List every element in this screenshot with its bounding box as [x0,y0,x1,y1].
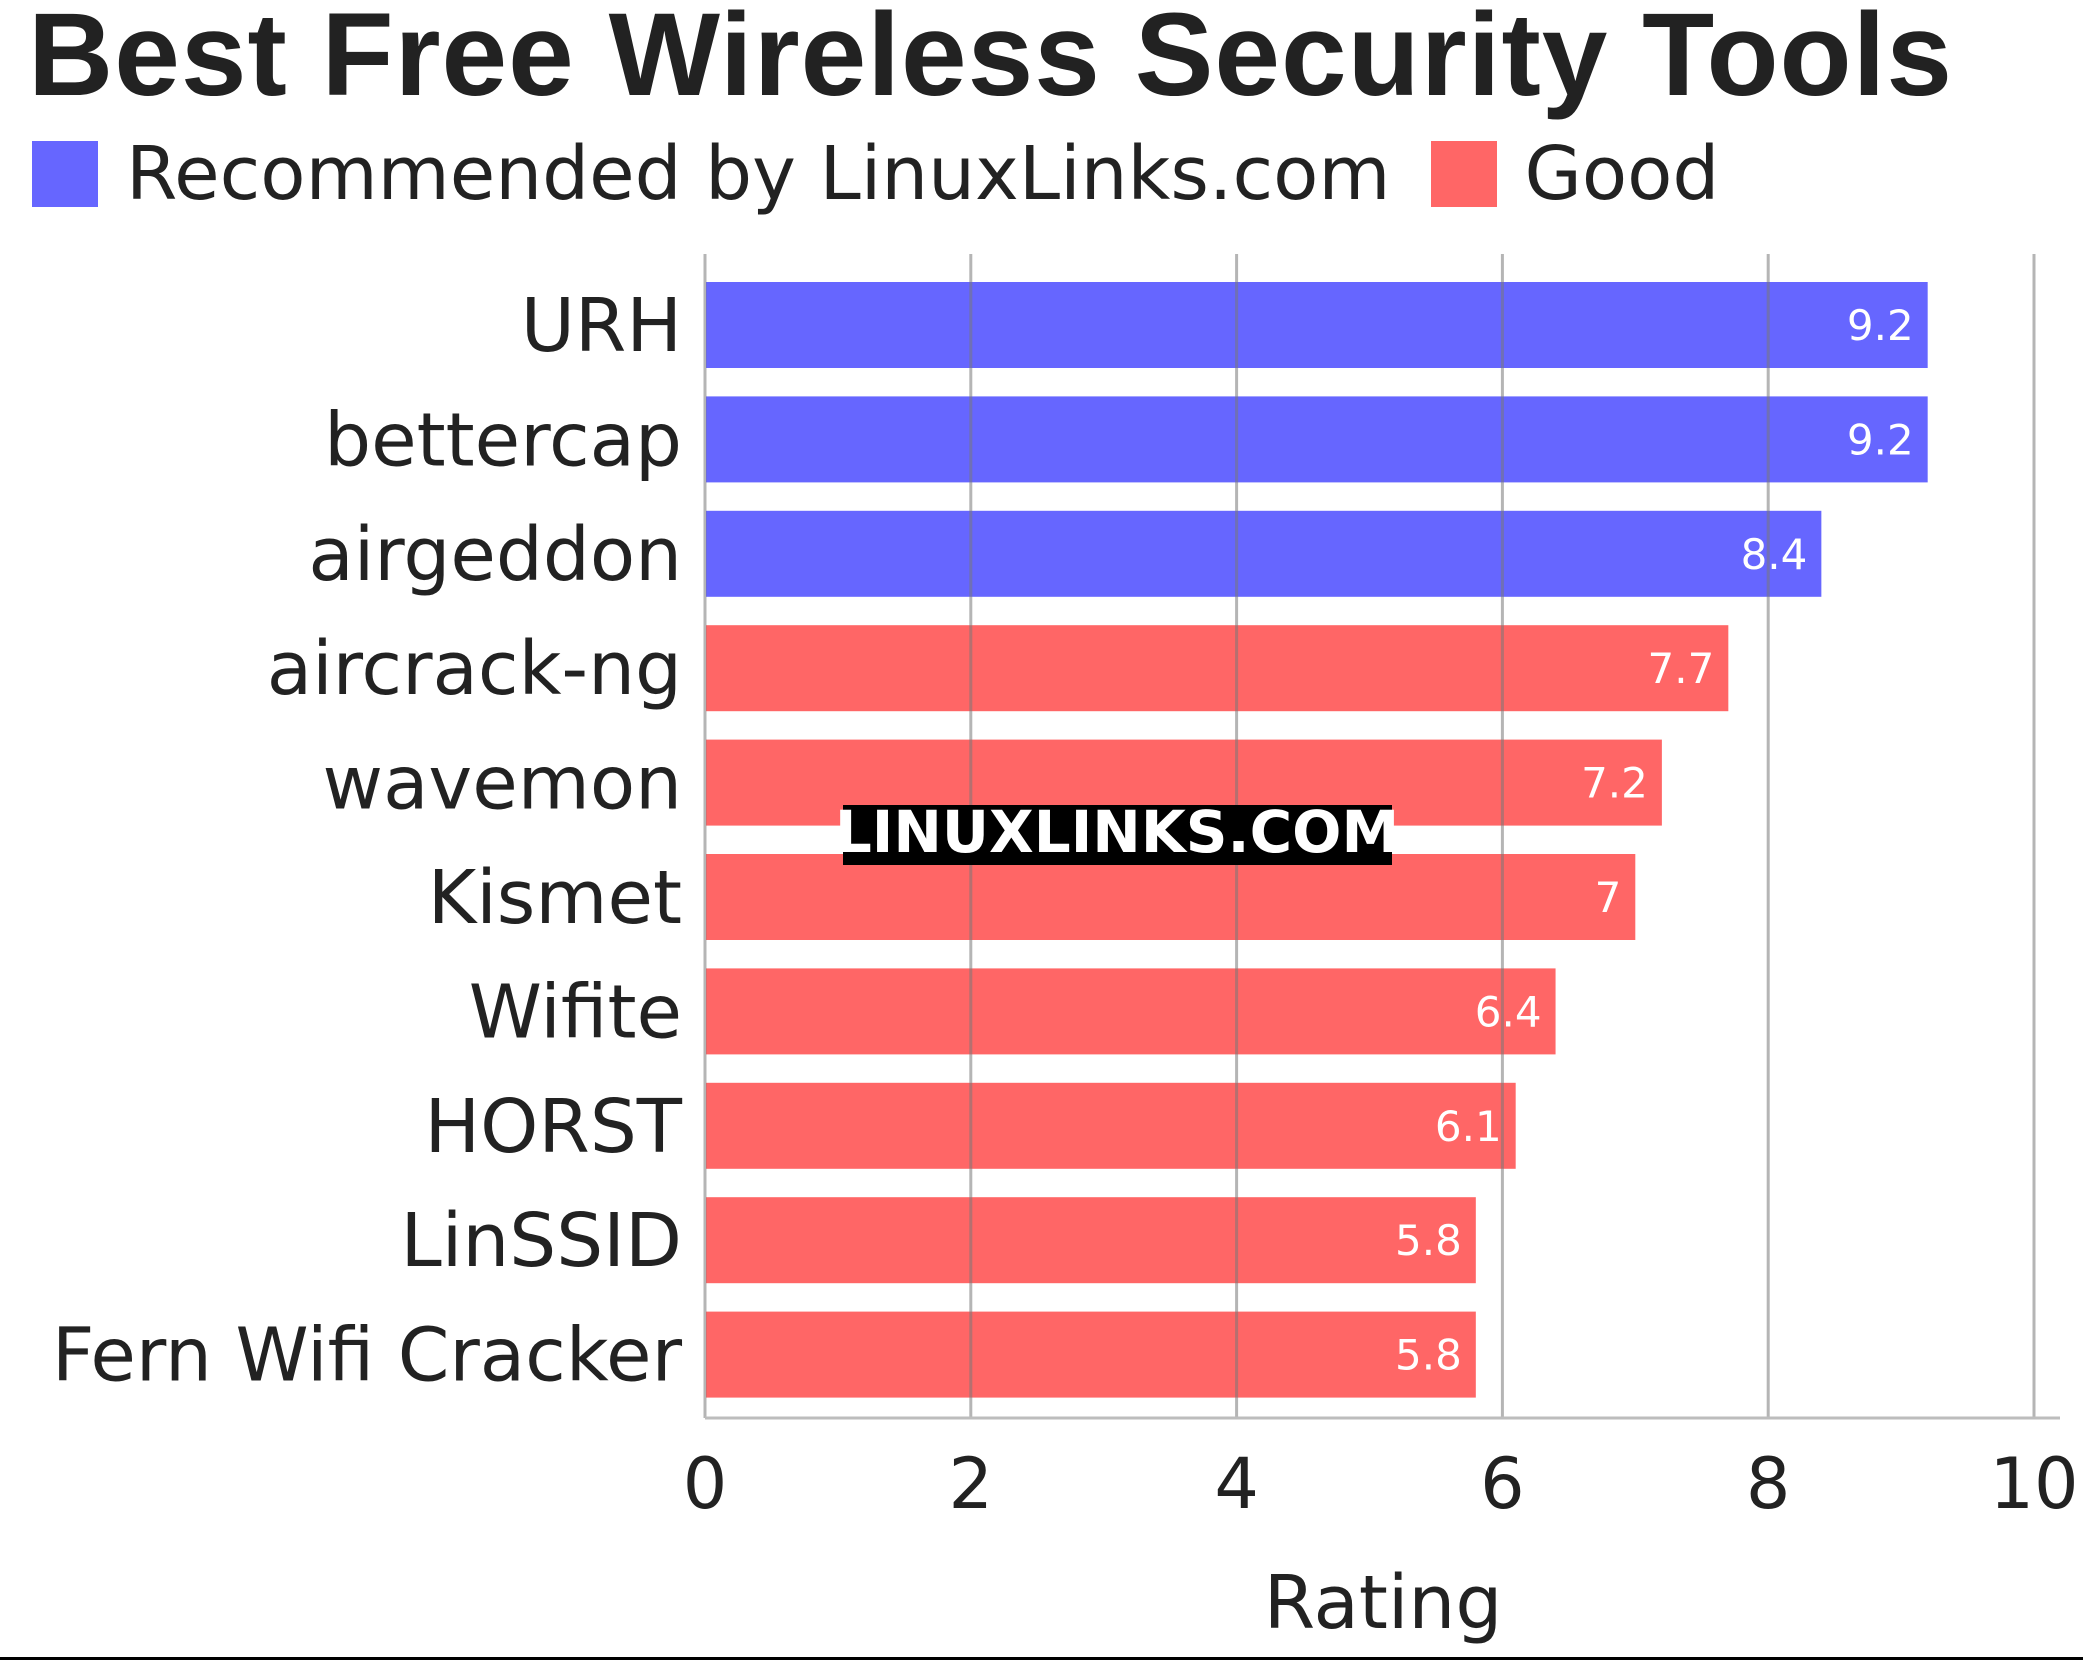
x-axis-title: Rating [1264,1560,1503,1646]
x-tick-label-0: 0 [683,1443,728,1525]
category-label-6: Wifite [469,969,682,1055]
legend-item-good: Good [1430,131,1720,217]
legend-label-recommended: Recommended by LinuxLinks.com [126,131,1391,217]
x-tick-label-1: 2 [949,1443,994,1525]
category-label-4: wavemon [323,741,682,827]
x-tick-label-2: 4 [1214,1443,1259,1525]
watermark-layer: LINUXLINKS.COM [835,798,1399,866]
value-label-4: 7.2 [1581,759,1648,808]
value-label-0: 9.2 [1847,301,1914,350]
labels-layer: URH 9.2 bettercap 9.2 airgeddon 8.4 aircrack-n… [52,283,2079,1525]
x-tick-label-3: 6 [1480,1443,1525,1525]
bar-0 [706,282,1928,368]
category-label-1: bettercap [324,397,682,483]
bar-1 [706,396,1928,483]
legend-label-good: Good [1524,131,1720,217]
value-label-9: 5.8 [1395,1331,1462,1380]
bar-5 [706,854,1636,940]
x-tick-label-5: 10 [1989,1443,2078,1525]
watermark-background [843,805,1392,865]
bar-3 [706,625,1729,712]
category-label-0: URH [521,283,682,369]
value-label-7: 6.1 [1435,1102,1502,1151]
bar-8 [706,1197,1476,1284]
legend-item-recommended: Recommended by LinuxLinks.com [32,131,1391,217]
category-label-9: Fern Wifi Cracker [52,1313,683,1399]
category-label-5: Kismet [428,855,682,941]
value-label-8: 5.8 [1395,1216,1462,1265]
legend: Recommended by LinuxLinks.com Good [32,131,1759,217]
x-tick-label-4: 8 [1746,1443,1791,1525]
value-label-6: 6.4 [1475,987,1542,1036]
bottom-rule [0,1657,2083,1660]
bar-2 [706,510,1822,597]
bar-6 [706,968,1556,1055]
watermark-text: LINUXLINKS.COM [835,798,1399,866]
value-label-3: 7.7 [1648,644,1715,693]
value-label-5: 7 [1595,873,1622,922]
legend-swatch-recommended [32,141,98,207]
category-label-7: HORST [425,1084,683,1170]
value-label-2: 8.4 [1741,530,1808,579]
category-label-2: airgeddon [308,512,682,598]
bar-7 [706,1082,1516,1169]
value-label-1: 9.2 [1847,415,1914,464]
chart-title: Best Free Wireless Security Tools [28,0,1954,121]
legend-swatch-good [1430,141,1497,207]
bar-9 [706,1311,1476,1398]
category-label-3: aircrack-ng [267,626,682,712]
category-label-8: LinSSID [401,1198,682,1284]
